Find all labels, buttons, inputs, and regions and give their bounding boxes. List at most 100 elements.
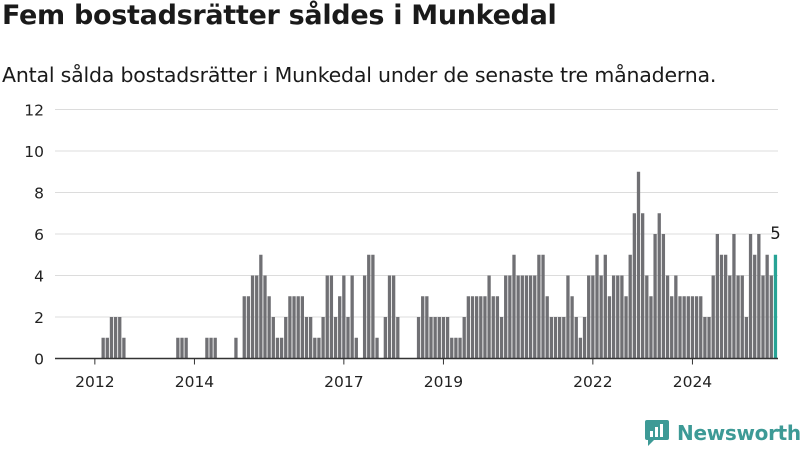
bar <box>578 337 583 359</box>
bar <box>715 234 719 359</box>
bar <box>429 317 433 359</box>
bar <box>342 275 346 359</box>
bar <box>466 296 470 359</box>
bar <box>761 275 765 359</box>
bar <box>587 275 591 359</box>
brand-name: Newsworthy <box>677 421 800 445</box>
bar <box>649 296 653 359</box>
bar <box>686 296 690 359</box>
bar <box>317 337 321 359</box>
bar <box>416 317 421 359</box>
bar <box>292 296 296 359</box>
bar <box>603 254 607 359</box>
bar <box>508 275 512 359</box>
bar-highlight <box>773 254 778 359</box>
bar <box>458 337 462 359</box>
bar <box>462 317 466 359</box>
bar <box>309 317 313 359</box>
y-tick-label: 6 <box>34 226 44 244</box>
bar <box>387 275 392 359</box>
bar <box>690 296 695 359</box>
bar <box>595 254 599 359</box>
bar <box>545 296 549 359</box>
x-tick-label: 2014 <box>175 373 214 391</box>
bar <box>113 317 118 359</box>
x-axis: 2012 2014 2017 2019 2022 2024 <box>55 357 778 391</box>
bar <box>553 317 558 359</box>
bar <box>441 317 446 359</box>
bar <box>740 275 744 359</box>
bar <box>109 317 114 359</box>
x-tick-label: 2017 <box>324 373 363 391</box>
chart-subtitle: Antal sålda bostadsrätter i Munkedal und… <box>2 63 717 87</box>
bar <box>354 337 358 359</box>
bar <box>313 337 317 359</box>
bar <box>499 317 504 359</box>
bar <box>653 234 657 359</box>
newsworthy-logo-icon <box>645 420 669 446</box>
bar <box>487 275 491 359</box>
bar <box>433 317 437 359</box>
bar <box>479 296 483 359</box>
bar <box>375 337 379 359</box>
bar <box>607 296 612 359</box>
bar <box>350 275 354 359</box>
bar <box>209 337 213 359</box>
bar <box>744 317 749 359</box>
bar <box>338 296 342 359</box>
bar <box>263 275 267 359</box>
bar <box>259 254 263 359</box>
y-tick-label: 2 <box>34 309 44 327</box>
x-tick-label: 2012 <box>75 373 114 391</box>
x-tick-label: 2019 <box>424 373 463 391</box>
bar <box>528 275 533 359</box>
newsworthy-brand[interactable]: Newsworthy <box>644 419 800 447</box>
bar <box>491 296 495 359</box>
bar <box>101 337 105 359</box>
y-tick-label: 12 <box>24 102 44 120</box>
bar <box>325 275 329 359</box>
bar <box>524 275 529 359</box>
bar <box>541 254 545 359</box>
bar <box>620 275 624 359</box>
bar <box>180 337 184 359</box>
bar <box>346 317 350 359</box>
bar <box>383 317 387 359</box>
bar <box>437 317 441 359</box>
bar <box>765 254 769 359</box>
bar <box>371 254 375 359</box>
bar <box>678 296 682 359</box>
bar <box>703 317 707 359</box>
bar <box>533 275 537 359</box>
bar <box>537 254 541 359</box>
y-tick-label: 4 <box>34 268 44 286</box>
bar <box>516 275 520 359</box>
bar <box>549 317 553 359</box>
bar <box>284 317 288 359</box>
bar <box>470 296 475 359</box>
bar <box>645 275 649 359</box>
bar <box>661 234 666 359</box>
bar <box>504 275 508 359</box>
bar <box>748 234 753 359</box>
bar <box>657 213 661 359</box>
bar <box>711 275 715 359</box>
bar <box>670 296 674 359</box>
bar <box>558 317 562 359</box>
bar <box>362 275 367 359</box>
bar <box>728 275 732 359</box>
last-value-label: 5 <box>770 224 781 243</box>
bar <box>520 275 524 359</box>
bar <box>425 296 429 359</box>
bar <box>611 275 616 359</box>
grid-lines <box>55 109 778 318</box>
bar <box>184 337 188 359</box>
bar <box>570 296 574 359</box>
bar <box>757 234 761 359</box>
bar <box>628 254 632 359</box>
bar <box>674 275 678 359</box>
bar <box>495 296 500 359</box>
y-axis-tick-labels: 0 2 4 6 8 10 12 <box>24 102 44 369</box>
bar <box>512 254 516 359</box>
bar <box>707 317 711 359</box>
